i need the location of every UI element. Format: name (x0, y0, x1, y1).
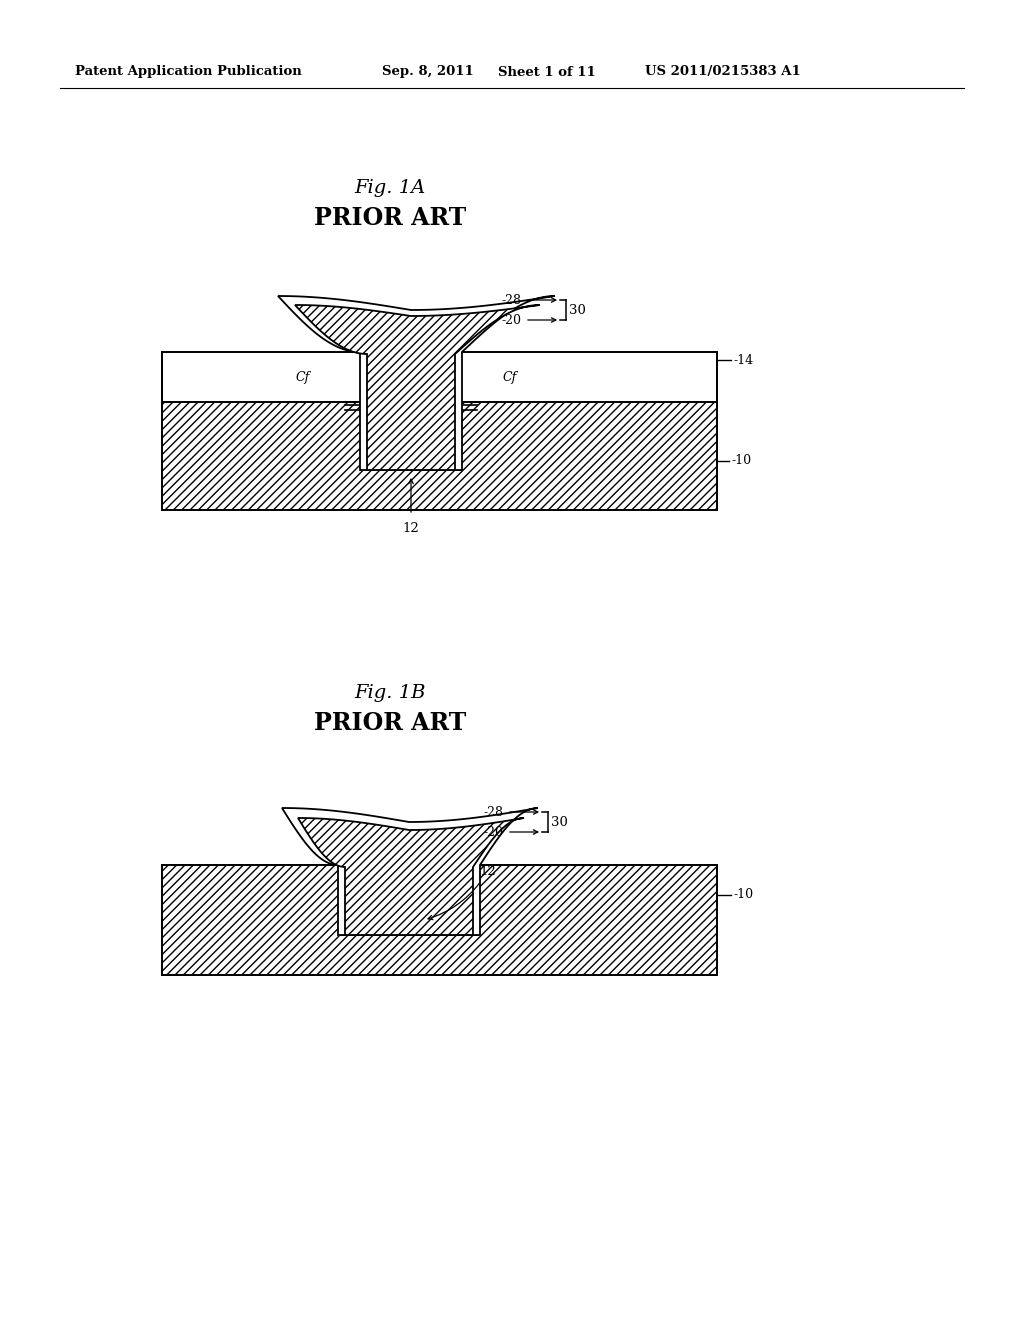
Text: 30: 30 (569, 304, 586, 317)
Text: Fig. 1B: Fig. 1B (354, 684, 426, 702)
Text: 12: 12 (402, 521, 420, 535)
Text: 12: 12 (428, 865, 496, 920)
Text: -20: -20 (484, 825, 504, 838)
Text: -10: -10 (731, 454, 752, 467)
Polygon shape (295, 305, 540, 470)
Polygon shape (278, 296, 555, 470)
Text: Cf: Cf (296, 371, 310, 384)
Polygon shape (162, 403, 717, 510)
Text: Fig. 1A: Fig. 1A (354, 180, 426, 197)
Text: -28: -28 (502, 293, 522, 306)
Text: US 2011/0215383 A1: US 2011/0215383 A1 (645, 66, 801, 78)
Polygon shape (460, 352, 717, 403)
Text: Sheet 1 of 11: Sheet 1 of 11 (498, 66, 596, 78)
Text: -28: -28 (484, 805, 504, 818)
Text: -10: -10 (733, 888, 753, 902)
Text: PRIOR ART: PRIOR ART (314, 711, 466, 735)
Text: -20: -20 (502, 314, 522, 326)
Polygon shape (282, 808, 538, 935)
Polygon shape (162, 865, 717, 975)
Text: PRIOR ART: PRIOR ART (314, 206, 466, 230)
Text: 30: 30 (551, 816, 568, 829)
Text: Cf: Cf (503, 371, 517, 384)
Polygon shape (162, 352, 362, 403)
Text: Sep. 8, 2011: Sep. 8, 2011 (382, 66, 474, 78)
Text: -14: -14 (733, 354, 753, 367)
Polygon shape (298, 818, 524, 935)
Text: Patent Application Publication: Patent Application Publication (75, 66, 302, 78)
